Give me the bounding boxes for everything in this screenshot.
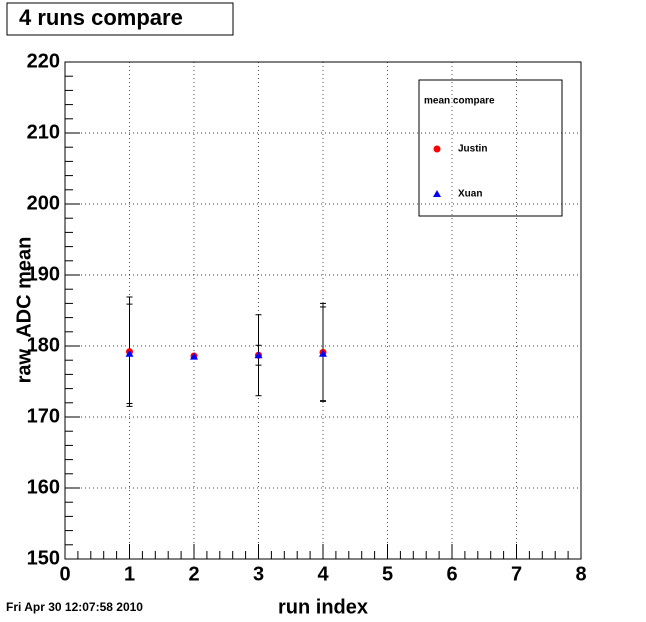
legend-label: Justin <box>458 144 487 155</box>
x-tick-label: 1 <box>124 563 135 585</box>
marker <box>190 352 198 360</box>
y-tick-label: 200 <box>27 192 60 214</box>
x-tick-label: 0 <box>59 563 70 585</box>
y-axis-label: raw_ADC mean <box>13 237 35 384</box>
timestamp: Fri Apr 30 12:07:58 2010 <box>6 600 143 614</box>
marker <box>125 349 134 357</box>
x-tick-label: 7 <box>511 563 522 585</box>
legend-title: mean compare <box>424 96 495 107</box>
x-tick-label: 5 <box>382 563 393 585</box>
y-tick-label: 210 <box>27 121 60 143</box>
marker <box>254 351 263 359</box>
y-tick-label: 190 <box>27 263 60 285</box>
y-tick-label: 180 <box>27 334 60 356</box>
y-tick-label: 170 <box>27 405 60 427</box>
x-axis-label: run index <box>278 596 368 618</box>
y-tick-label: 220 <box>27 50 60 72</box>
legend-box <box>418 79 563 217</box>
x-tick-label: 8 <box>575 563 586 585</box>
y-tick-label: 150 <box>27 547 60 569</box>
x-tick-label: 4 <box>317 563 329 585</box>
legend-marker <box>433 190 441 197</box>
legend-label: Xuan <box>458 189 482 200</box>
title-box <box>6 2 234 36</box>
y-tick-label: 160 <box>27 476 60 498</box>
x-tick-label: 6 <box>446 563 457 585</box>
legend-marker <box>433 145 441 153</box>
x-tick-label: 3 <box>253 563 264 585</box>
x-tick-label: 2 <box>188 563 199 585</box>
marker <box>319 349 327 357</box>
chart-title: 4 runs compare <box>19 5 183 30</box>
